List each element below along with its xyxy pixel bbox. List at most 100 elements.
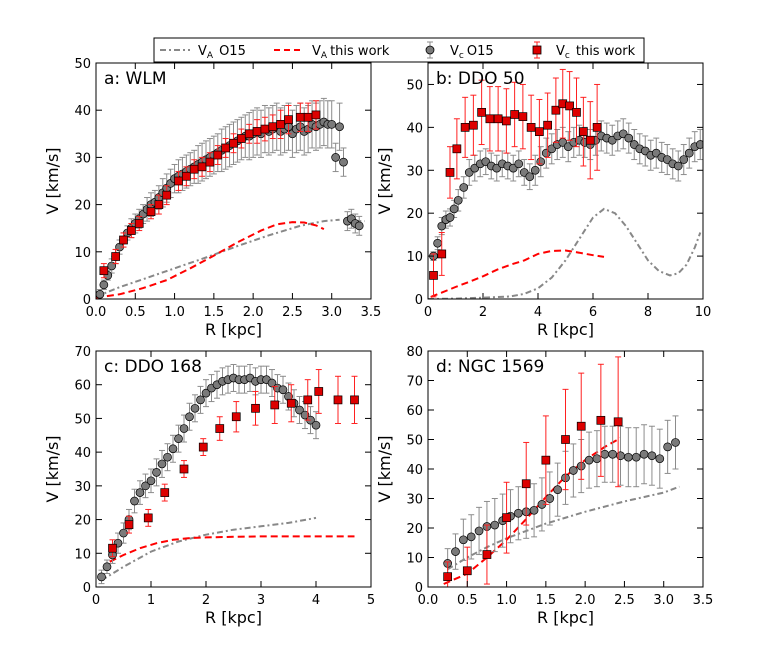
vc-this-work-point [592, 123, 602, 132]
vc-this-work-point [182, 171, 191, 181]
vc-this-work-point [205, 157, 215, 167]
y-tick-label: 50 [74, 57, 91, 72]
vc-o15-point [490, 520, 500, 530]
vc-o15-point [624, 452, 633, 462]
vc-this-work-point [303, 112, 313, 122]
vc-this-work-point [543, 120, 552, 130]
vc-this-work-point [535, 127, 544, 137]
vc-this-work-point [197, 162, 207, 172]
vc-o15-point [466, 532, 476, 542]
vc-o15-point [354, 221, 364, 231]
plot-area [97, 363, 359, 585]
y-tick-label: 30 [406, 493, 423, 508]
x-tick-label: 4 [534, 305, 542, 320]
plot-frame [427, 62, 704, 300]
vc-this-work-point [124, 520, 134, 529]
vc-this-work-point [162, 190, 172, 200]
vc-this-work-point [485, 114, 495, 124]
vc-this-work-point [596, 415, 606, 425]
y-tick-label: 20 [406, 522, 423, 537]
vc-o15-point [684, 148, 694, 158]
y-tick-label: 60 [406, 404, 423, 419]
vc-this-work-point [270, 400, 280, 410]
va-this-work-line [109, 535, 355, 563]
vc-o15-point [569, 466, 578, 475]
x-tick-label: 10 [695, 305, 712, 320]
vc-this-work-point [572, 107, 581, 117]
vc-o15-point [647, 451, 657, 461]
vc-o15-point [97, 572, 106, 582]
vc-o15-point [278, 385, 288, 395]
vc-o15-point [335, 122, 344, 132]
panel-title: b: DDO 50 [436, 69, 525, 89]
vc-o15-point [135, 488, 145, 497]
plot-frame [95, 62, 372, 300]
vc-o15-point [530, 165, 540, 175]
legend-label: Vc this work [556, 44, 636, 61]
vc-o15-point [141, 481, 150, 491]
legend-label: VA this work [312, 44, 390, 61]
x-tick-label: 0 [92, 593, 100, 608]
y-tick-label: 40 [406, 121, 423, 136]
va-this-work-line [443, 437, 621, 585]
y-tick-label: 40 [406, 463, 423, 478]
vc-o15-point [631, 452, 641, 462]
vc-this-work-point [510, 110, 519, 119]
vc-this-work-point [579, 127, 588, 137]
vc-this-work-point [134, 219, 144, 228]
vc-o15-point [673, 161, 683, 171]
vc-this-work-point [452, 144, 462, 154]
vc-o15-point [174, 434, 183, 444]
vc-o15-point [655, 454, 665, 464]
x-tick-label: 2.0 [243, 305, 264, 320]
x-tick-label: 3.0 [321, 305, 342, 320]
vc-o15-point [639, 449, 649, 459]
vc-this-work-point [221, 143, 230, 153]
vc-this-work-point [585, 135, 595, 145]
vc-o15-point [600, 449, 610, 459]
vc-o15-point [514, 508, 523, 518]
va-this-work-line [430, 249, 605, 298]
vc-this-work-point [521, 479, 531, 489]
vc-this-work-point [502, 513, 511, 523]
vc-this-work-point [518, 112, 528, 121]
y-tick-label: 70 [74, 345, 91, 360]
x-tick-label: 3 [257, 593, 265, 608]
vc-this-work-point [469, 120, 478, 130]
vc-this-work-point [311, 110, 321, 120]
vc-this-work-point [613, 417, 623, 427]
vc-this-work-point [565, 101, 574, 111]
va-o15-line [100, 516, 317, 582]
vc-o15-point [553, 485, 562, 494]
vc-this-work-point [251, 403, 260, 413]
vc-this-work-point [215, 424, 225, 433]
y-tick-label: 10 [74, 547, 91, 562]
vc-this-work-point [119, 235, 128, 245]
vc-this-work-point [437, 249, 447, 259]
vc-this-work-point [198, 442, 208, 452]
vc-this-work-point [143, 513, 153, 523]
y-tick-label: 30 [406, 164, 423, 179]
panel-title: d: NGC 1569 [436, 357, 544, 377]
panel-a: 0.0 0.5 1.0 1.5 2.0 2.5 3.0 3.5 0 10 20 30 40 50 a: WL… [43, 57, 381, 339]
vc-this-work-point [99, 266, 109, 276]
vc-o15-point [474, 526, 484, 536]
y-tick-label: 50 [406, 78, 423, 93]
vc-this-work-point [276, 120, 285, 129]
x-tick-label: 0.0 [86, 305, 107, 320]
x-tick-label: 8 [644, 305, 652, 320]
panel-title: c: DDO 168 [104, 357, 202, 377]
vc-o15-point [190, 403, 200, 413]
vc-o15-point [196, 395, 205, 405]
vc-this-work-point [146, 207, 156, 217]
x-tick-label: 1 [147, 593, 155, 608]
y-tick-label: 10 [406, 250, 423, 265]
vc-o15-point [433, 238, 442, 248]
x-tick-label: 2 [479, 305, 487, 320]
vc-this-work-point [576, 421, 586, 431]
y-tick-label: 80 [406, 345, 423, 360]
panel-title: a: WLM [104, 69, 167, 89]
vc-this-work-point [108, 543, 117, 553]
vc-this-work-point [160, 488, 170, 497]
